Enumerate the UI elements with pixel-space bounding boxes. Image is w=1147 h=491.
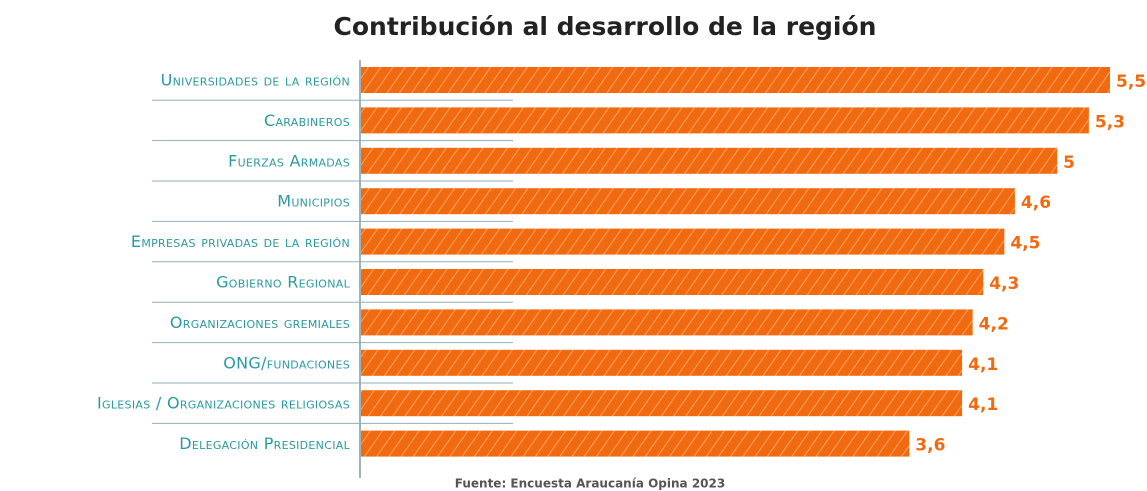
category-label: Fuerzas Armadas [228,151,350,170]
category-label: Municipios [277,192,350,211]
category-label: Organizaciones gremiales [170,313,350,332]
bar [361,188,1015,215]
bar [361,430,910,457]
bar [361,349,963,376]
value-label: 5,3 [1095,112,1125,132]
chart-title: Contribución al desarrollo de la región [334,12,877,41]
value-label: 3,6 [915,436,945,456]
category-label: ONG/fundaciones [223,353,350,372]
source: Fuente: Encuesta Araucanía Opina 2023 [455,477,725,491]
value-label: 4,1 [968,355,998,375]
value-label: 4,1 [968,395,998,415]
value-label: 4,5 [1010,234,1040,254]
value-label: 5,5 [1116,72,1146,92]
bar [361,107,1089,134]
category-label: Universidades de la región [161,71,350,90]
bar [361,269,984,295]
category-label: Gobierno Regional [216,273,350,292]
value-label: 5 [1063,153,1075,173]
bar [361,390,963,417]
bar [361,147,1058,174]
category-label: Delegación Presidencial [179,434,350,453]
bar [361,228,1005,255]
bar [361,309,973,336]
category-label: Carabineros [264,111,350,130]
value-label: 4,6 [1021,193,1051,213]
category-label: Empresas privadas de la región [131,232,350,251]
value-label: 4,3 [989,274,1019,294]
category-label: Iglesias / Organizaciones religiosas [97,394,350,413]
bar [361,67,1110,93]
value-label: 4,2 [979,314,1009,334]
